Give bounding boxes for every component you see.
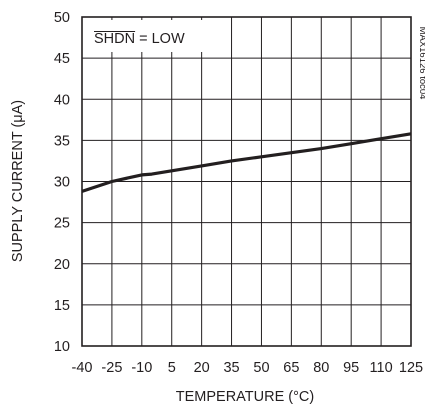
y-axis-label: SUPPLY CURRENT (μA) xyxy=(10,100,26,262)
shdn-overline-text: SHDN xyxy=(94,31,135,47)
x-tick-label: 110 xyxy=(370,360,393,376)
y-tick-label: 50 xyxy=(54,10,70,26)
x-tick-label: -25 xyxy=(101,360,122,376)
y-tick-label: 40 xyxy=(54,92,70,108)
x-tick-label: 80 xyxy=(313,360,329,376)
supply-current-line xyxy=(81,132,412,193)
x-tick-label: 50 xyxy=(253,360,269,376)
x-tick-label: 95 xyxy=(343,360,359,376)
y-tick-label: 30 xyxy=(54,175,70,191)
y-tick-label: 15 xyxy=(54,298,70,314)
x-tick-label: 35 xyxy=(223,360,239,376)
series-layer xyxy=(81,132,412,193)
y-tick-label: 20 xyxy=(54,257,70,273)
annotation-box xyxy=(83,20,203,52)
x-tick-label: 5 xyxy=(168,360,176,376)
y-tick-label: 45 xyxy=(54,51,70,67)
y-tick-label: 10 xyxy=(54,339,70,355)
x-axis-label: TEMPERATURE (°C) xyxy=(176,389,314,405)
gridlines xyxy=(82,17,411,346)
x-tick-label: 65 xyxy=(283,360,299,376)
plot-frame xyxy=(81,16,412,347)
x-tick-label: 125 xyxy=(399,360,423,376)
x-tick-label: 20 xyxy=(194,360,210,376)
x-tick-label: -10 xyxy=(131,360,152,376)
x-tick-label: -40 xyxy=(72,360,93,376)
y-tick-labels: 10 15 20 25 30 35 40 45 50 xyxy=(54,10,70,355)
y-tick-label: 35 xyxy=(54,133,70,149)
annotation-rest-text: = LOW xyxy=(135,31,185,47)
shdn-annotation: SHDN = LOW xyxy=(94,31,185,47)
x-tick-labels: -40 -25 -10 5 20 35 50 65 80 95 110 125 xyxy=(72,360,424,376)
figure-id-label: MAX16126 toc04 xyxy=(417,27,425,100)
y-tick-label: 25 xyxy=(54,216,70,232)
